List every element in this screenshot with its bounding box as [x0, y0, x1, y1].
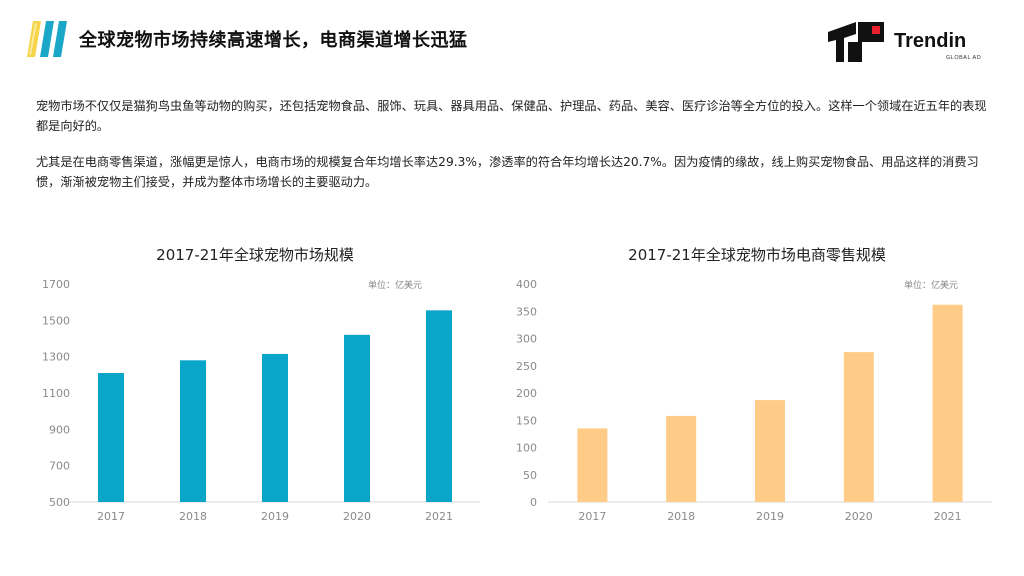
chart-plot: 500 700 900 1100 1300 1500 1700 2017 2018 2019 202… — [42, 278, 480, 523]
chart-unit: 单位：亿美元 — [368, 281, 423, 291]
chart-title: 2017-21年全球宠物市场电商零售规模 — [628, 246, 886, 264]
y-tick-label: 1700 — [42, 278, 70, 291]
chart-plot: 0 50 100 150 200 250 300 350 400 2017 2018 2019 2020… — [516, 278, 992, 523]
brand-mark-icon — [828, 22, 884, 62]
y-tick-label: 300 — [516, 333, 537, 346]
bar-2018 — [180, 360, 206, 502]
bar-2021 — [426, 310, 452, 502]
y-tick-label: 1100 — [42, 387, 70, 400]
intro-text: 宠物市场不仅仅是猫狗鸟虫鱼等动物的购买，还包括宠物食品、服饰、玩具、器具用品、保… — [36, 96, 992, 208]
bar-2018 — [666, 415, 697, 502]
y-tick-label: 50 — [523, 469, 537, 482]
x-tick-label: 2019 — [261, 510, 289, 523]
y-tick-label: 500 — [49, 496, 70, 509]
x-tick-label: 2017 — [97, 510, 125, 523]
chart-ecommerce-size: 2017-21年全球宠物市场电商零售规模 单位：亿美元 0 50 100 150 200… — [512, 238, 1002, 538]
y-tick-label: 400 — [516, 278, 537, 291]
y-tick-label: 1300 — [42, 351, 70, 364]
bar-2017 — [577, 428, 608, 502]
chart-title: 2017-21年全球宠物市场规模 — [156, 246, 354, 264]
bar-2021 — [932, 304, 963, 502]
x-tick-label: 2018 — [667, 510, 695, 523]
y-tick-label: 700 — [49, 460, 70, 473]
header: 全球宠物市场持续高速增长，电商渠道增长迅猛 Trendin GLOBAL AD — [0, 0, 1024, 80]
paragraph-2: 尤其是在电商零售渠道，涨幅更是惊人，电商市场的规模复合年均增长率达29.3%，渗… — [36, 155, 979, 189]
y-tick-label: 900 — [49, 423, 70, 436]
y-tick-label: 150 — [516, 414, 537, 427]
x-tick-label: 2017 — [578, 510, 606, 523]
paragraph-1: 宠物市场不仅仅是猫狗鸟虫鱼等动物的购买，还包括宠物食品、服饰、玩具、器具用品、保… — [36, 99, 987, 133]
brand-name: Trendin — [894, 30, 967, 52]
chart-market-size: 2017-21年全球宠物市场规模 单位：亿美元 500 700 900 1100 130… — [10, 238, 500, 538]
brand-logo: Trendin GLOBAL AD — [826, 20, 996, 64]
x-tick-label: 2021 — [934, 510, 962, 523]
bar-2020 — [344, 334, 370, 502]
bar-2019 — [262, 353, 288, 502]
bar-2020 — [843, 352, 874, 502]
bar-2019 — [755, 400, 785, 502]
y-tick-label: 1500 — [42, 314, 70, 327]
x-tick-label: 2019 — [756, 510, 784, 523]
x-tick-label: 2020 — [343, 510, 371, 523]
chart-unit: 单位：亿美元 — [904, 281, 959, 291]
x-tick-label: 2020 — [845, 510, 873, 523]
slash-logo-icon — [27, 21, 67, 57]
y-tick-label: 200 — [516, 387, 537, 400]
x-tick-label: 2018 — [179, 510, 207, 523]
bar-2017 — [98, 373, 124, 502]
y-tick-label: 0 — [530, 496, 537, 509]
y-tick-label: 250 — [516, 360, 537, 373]
brand-subtitle: GLOBAL AD — [946, 55, 982, 61]
page-title: 全球宠物市场持续高速增长，电商渠道增长迅猛 — [79, 30, 468, 51]
y-tick-label: 350 — [516, 305, 537, 318]
y-tick-label: 100 — [516, 442, 537, 455]
x-tick-label: 2021 — [425, 510, 453, 523]
